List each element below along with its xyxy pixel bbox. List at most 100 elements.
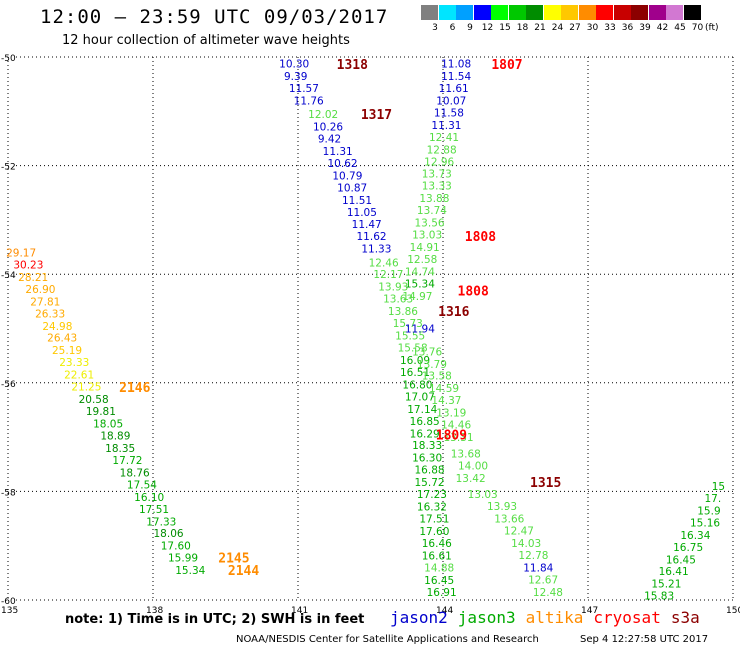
swh-value-label: 11.31 bbox=[323, 146, 353, 158]
legend-label: 39 bbox=[639, 23, 651, 33]
legend-swatch bbox=[508, 5, 526, 20]
swh-value-label: 10.30 bbox=[279, 59, 309, 71]
swh-value-label: 15 bbox=[712, 481, 725, 493]
pass-time-label: 1808 bbox=[458, 284, 489, 299]
swh-value-label: 16.32 bbox=[417, 502, 447, 514]
legend-label: 27 bbox=[569, 23, 581, 33]
swh-value-label: 26.90 bbox=[25, 284, 55, 296]
swh-value-label: 17.51 bbox=[419, 514, 449, 526]
swh-value-label: 26.43 bbox=[47, 333, 77, 345]
swh-value-label: 16.29 bbox=[410, 428, 440, 440]
swh-value-label: 11.62 bbox=[357, 231, 387, 243]
swh-value-label: 19.81 bbox=[86, 406, 116, 418]
swh-value-label: 13.58 bbox=[422, 371, 452, 383]
swh-value-label: 17.14 bbox=[407, 404, 437, 416]
swh-value-label: 11.57 bbox=[289, 83, 319, 95]
legend-label: 9 bbox=[467, 23, 473, 33]
swh-value-label: 12.78 bbox=[518, 550, 548, 562]
legend-label: 15 bbox=[499, 23, 511, 33]
swh-value-label: 14.03 bbox=[511, 538, 541, 550]
swh-value-label: 29.17 bbox=[6, 247, 36, 259]
satellite-label-s3a: s3a bbox=[670, 608, 700, 627]
legend-swatch bbox=[456, 5, 473, 20]
swh-value-label: 11.33 bbox=[361, 244, 391, 256]
swh-value-label: 16.80 bbox=[402, 379, 432, 391]
swh-value-label: 11.94 bbox=[405, 324, 435, 336]
swh-value-label: 12.17 bbox=[373, 269, 403, 281]
swh-value-label: 11.47 bbox=[352, 219, 382, 231]
swh-value-label: 11.61 bbox=[439, 83, 469, 95]
legend-swatch bbox=[561, 5, 578, 20]
legend-label: 6 bbox=[449, 23, 456, 33]
swh-value-label: 12.47 bbox=[504, 525, 534, 537]
swh-value-label: 13.03 bbox=[468, 489, 498, 501]
swh-value-label: 10.62 bbox=[328, 158, 358, 170]
swh-value-label: 17.60 bbox=[419, 526, 449, 538]
swh-value-label: 14.37 bbox=[431, 395, 461, 407]
swh-value-label: 16.88 bbox=[415, 465, 445, 477]
pass-time-label: 2146 bbox=[119, 381, 150, 396]
legend-swatch bbox=[666, 5, 683, 20]
satellite-legend: jason2 jason3 altika cryosat s3a bbox=[390, 608, 710, 627]
swh-value-label: 16.85 bbox=[410, 416, 440, 428]
swh-value-label: 13.79 bbox=[417, 359, 447, 371]
swh-value-label: 13.56 bbox=[415, 218, 445, 230]
swh-value-label: 16.10 bbox=[134, 492, 164, 504]
swh-value-label: 16.34 bbox=[680, 530, 710, 542]
swh-value-label: 12.02 bbox=[308, 109, 338, 121]
lon-tick-label: 147 bbox=[581, 606, 598, 616]
legend-label: 30 bbox=[586, 23, 599, 33]
swh-value-label: 14.00 bbox=[458, 460, 488, 472]
swh-value-label: 16.45 bbox=[424, 575, 454, 587]
swh-value-label: 16.30 bbox=[412, 453, 442, 465]
lat-tick-label: -52 bbox=[1, 163, 16, 173]
satellite-label-jason2: jason2 bbox=[390, 608, 448, 627]
swh-value-label: 17.54 bbox=[127, 479, 157, 491]
legend-swatch bbox=[631, 5, 648, 20]
swh-value-label: 28.21 bbox=[18, 272, 48, 284]
swh-value-label: 15.34 bbox=[405, 278, 435, 290]
satellite-label-cryosat: cryosat bbox=[593, 608, 661, 627]
swh-value-label: 13.33 bbox=[422, 181, 452, 193]
swh-value-label: 10.87 bbox=[337, 182, 367, 194]
swh-value-label: 18.05 bbox=[93, 419, 123, 431]
swh-value-label: 12.88 bbox=[427, 144, 457, 156]
swh-value-label: 13.42 bbox=[456, 473, 486, 485]
swh-value-label: 25.19 bbox=[52, 345, 82, 357]
generated-timestamp: Sep 4 12:27:58 UTC 2017 bbox=[580, 634, 709, 645]
satellite-label-jason3: jason3 bbox=[457, 608, 516, 627]
swh-value-label: 17.72 bbox=[112, 455, 142, 467]
credit-line: NOAA/NESDIS Center for Satellite Applica… bbox=[236, 634, 539, 645]
legend-swatch bbox=[473, 5, 491, 20]
swh-value-label: 13.68 bbox=[451, 448, 481, 460]
swh-value-label: 15.83 bbox=[644, 591, 674, 603]
legend-label: 24 bbox=[551, 23, 564, 33]
swh-value-label: 13.74 bbox=[417, 205, 447, 217]
swh-value-label: 15.72 bbox=[415, 477, 445, 489]
lon-tick-label: 141 bbox=[291, 606, 308, 616]
swh-value-label: 12.48 bbox=[533, 587, 563, 599]
swh-value-label: 14.46 bbox=[441, 420, 471, 432]
swh-value-label: 11.76 bbox=[294, 95, 324, 107]
swh-value-label: 18.33 bbox=[412, 440, 442, 452]
swh-value-label: 18.89 bbox=[100, 430, 130, 442]
swh-value-label: 12.67 bbox=[528, 574, 558, 586]
satellite-label-altika: altika bbox=[525, 608, 584, 627]
swh-value-label: 12.58 bbox=[407, 254, 437, 266]
lon-tick-label: 144 bbox=[436, 606, 453, 616]
pass-time-label: 2144 bbox=[228, 564, 259, 579]
swh-value-label: 17.51 bbox=[139, 504, 169, 516]
swh-value-label: 13.88 bbox=[419, 193, 449, 205]
swh-value-label: 10.26 bbox=[313, 122, 343, 134]
swh-value-label: 24.98 bbox=[42, 321, 72, 333]
swh-value-label: 14.74 bbox=[405, 266, 435, 278]
swh-value-label: 18.76 bbox=[120, 467, 150, 479]
lon-tick-label: 150 bbox=[726, 606, 740, 616]
swh-value-label: 14.91 bbox=[410, 242, 440, 254]
pass-time-label: 1315 bbox=[530, 476, 561, 491]
swh-value-label: 11.54 bbox=[441, 71, 471, 83]
swh-value-label: 16.45 bbox=[666, 554, 696, 566]
swh-value-label: 22.61 bbox=[64, 370, 94, 382]
